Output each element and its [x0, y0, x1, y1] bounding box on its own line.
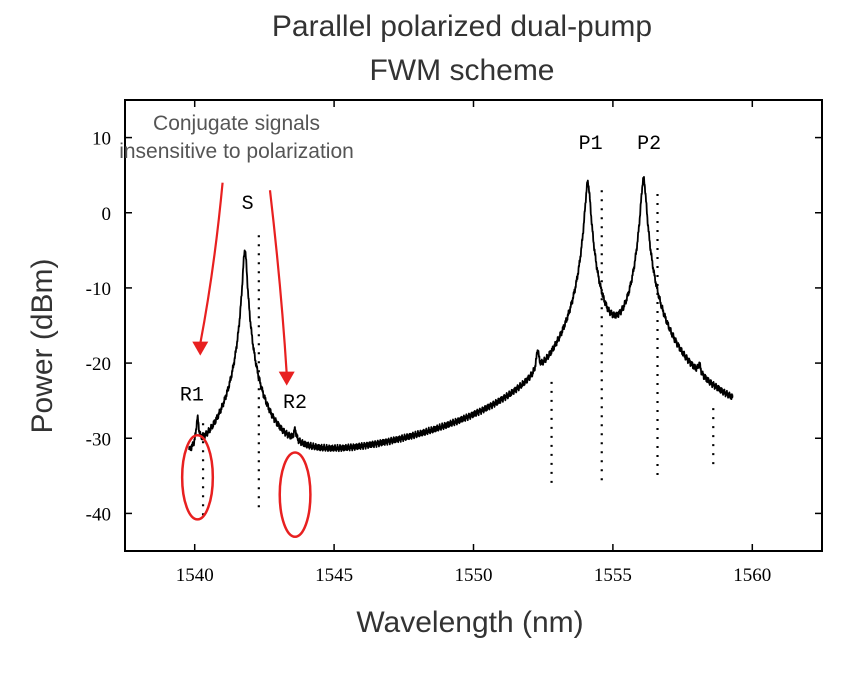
annotation-arrow-head — [278, 371, 295, 386]
highlight-ellipses — [180, 433, 312, 538]
peak-label-r1: R1 — [180, 385, 204, 408]
peak-labels: P1 P2 S R1 R2 — [180, 133, 661, 415]
x-tick-label: 1555 — [594, 565, 632, 586]
annotation-line-2: insensitive to polarization — [119, 140, 354, 163]
y-tick-label: -40 — [86, 504, 111, 525]
y-tick-label: -10 — [86, 279, 111, 300]
plot-area-frame — [124, 99, 823, 552]
chart-title-line-1: Parallel polarized dual-pump — [272, 10, 652, 43]
peak-label-s: S — [242, 193, 254, 216]
y-tick-label: -20 — [86, 354, 111, 375]
annotation-arrow-head — [192, 341, 209, 356]
x-tick-label: 1540 — [176, 565, 214, 586]
axis-ticks: 1540 1545 1550 1555 1560 10 0 -10 -20 -30 -40 — [86, 100, 822, 586]
y-tick-label: -30 — [86, 429, 111, 450]
highlight-ellipse — [278, 451, 312, 538]
peak-label-r2: R2 — [283, 392, 307, 415]
annotation-line-1: Conjugate signals — [153, 112, 320, 135]
spectrum-line — [188, 176, 734, 453]
highlight-ellipse — [180, 433, 215, 521]
annotation-arrow — [268, 190, 288, 374]
annotation-arrows — [192, 182, 295, 386]
peak-label-p2: P2 — [637, 133, 661, 156]
x-tick-label: 1550 — [455, 565, 493, 586]
y-tick-label: 0 — [102, 204, 112, 225]
y-tick-label: 10 — [92, 129, 111, 150]
y-axis-label: Power (dBm) — [26, 258, 59, 433]
annotation-arrow — [199, 182, 224, 344]
x-axis-label: Wavelength (nm) — [356, 606, 583, 639]
chart-title-line-2: FWM scheme — [369, 54, 554, 87]
x-tick-label: 1545 — [315, 565, 353, 586]
peak-label-p1: P1 — [579, 133, 603, 156]
x-tick-label: 1560 — [733, 565, 771, 586]
dotted-series — [201, 190, 715, 520]
